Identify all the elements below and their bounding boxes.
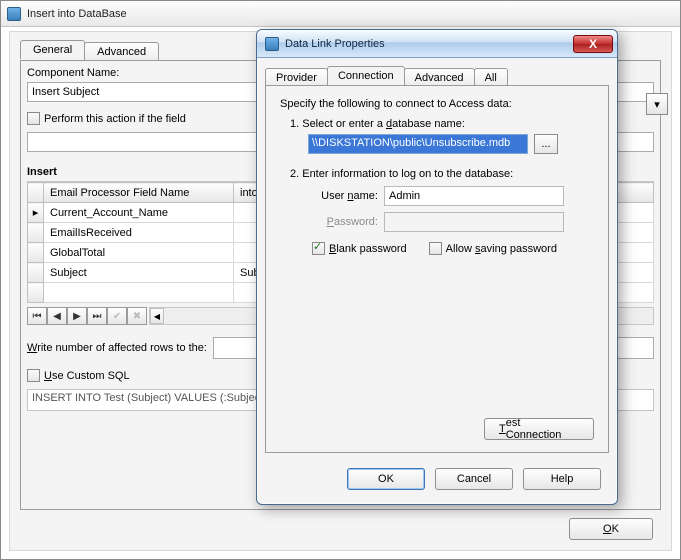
nav-first-button[interactable]: ⏮ bbox=[27, 307, 47, 325]
dialog-help-button[interactable]: Help bbox=[523, 468, 601, 490]
step1-label: 1. Select or enter a database name: bbox=[290, 118, 594, 130]
nav-cancel-button[interactable]: ✖ bbox=[127, 307, 147, 325]
blank-password-checkbox[interactable]: Blank password bbox=[312, 242, 407, 255]
window-titlebar[interactable]: Insert into DataBase bbox=[1, 1, 680, 27]
dialog-client: Provider Connection Advanced All Specify… bbox=[265, 66, 609, 496]
use-custom-sql-checkbox[interactable]: Use Custom SQL bbox=[27, 369, 130, 382]
dialog-tabs: Provider Connection Advanced All bbox=[265, 66, 609, 85]
username-input[interactable] bbox=[384, 186, 564, 206]
window-title: Insert into DataBase bbox=[27, 8, 127, 20]
grid-col-field[interactable]: Email Processor Field Name bbox=[44, 183, 234, 203]
dialog-cancel-button[interactable]: Cancel bbox=[435, 468, 513, 490]
instruction-text: Specify the following to connect to Acce… bbox=[280, 98, 594, 110]
dialog-button-row: OK Cancel Help bbox=[273, 460, 601, 490]
dialog-icon bbox=[265, 37, 279, 51]
blank-password-label: Blank password bbox=[329, 243, 407, 255]
main-tabs: General Advanced bbox=[20, 40, 158, 59]
write-rows-label: Write number of affected rows to the: bbox=[27, 342, 207, 354]
test-connection-button[interactable]: Test Connection bbox=[484, 418, 594, 440]
close-button[interactable]: X bbox=[573, 35, 613, 53]
allow-saving-password-label: Allow saving password bbox=[446, 243, 557, 255]
password-input bbox=[384, 212, 564, 232]
ok-button[interactable]: OK bbox=[569, 518, 653, 540]
allow-saving-password-checkbox[interactable]: Allow saving password bbox=[429, 242, 557, 255]
use-custom-sql-label: Use Custom SQL bbox=[44, 370, 130, 382]
dialog-title: Data Link Properties bbox=[285, 38, 385, 50]
perform-action-label: Perform this action if the field bbox=[44, 113, 186, 125]
browse-button[interactable]: ... bbox=[534, 134, 558, 154]
toolbar-dropdown-icon[interactable]: ▾ bbox=[646, 93, 668, 115]
nav-next-button[interactable]: ▶ bbox=[67, 307, 87, 325]
tab-connection[interactable]: Connection bbox=[327, 66, 405, 85]
connection-tab-page: Specify the following to connect to Acce… bbox=[265, 85, 609, 453]
username-label: User name: bbox=[308, 190, 378, 202]
dialog-ok-button[interactable]: OK bbox=[347, 468, 425, 490]
nav-post-button[interactable]: ✔ bbox=[107, 307, 127, 325]
tab-advanced[interactable]: Advanced bbox=[84, 42, 159, 61]
database-name-input[interactable]: \\DISKSTATION\public\Unsubscribe.mdb bbox=[308, 134, 528, 154]
nav-last-button[interactable]: ⏭ bbox=[87, 307, 107, 325]
tab-general[interactable]: General bbox=[20, 40, 85, 59]
data-link-properties-dialog: Data Link Properties X Provider Connecti… bbox=[256, 29, 618, 505]
step2-label: 2. Enter information to log on to the da… bbox=[290, 168, 594, 180]
app-icon bbox=[7, 7, 21, 21]
row-indicator-icon: ▸ bbox=[28, 203, 44, 223]
perform-action-checkbox[interactable]: Perform this action if the field bbox=[27, 112, 186, 125]
nav-prev-button[interactable]: ◀ bbox=[47, 307, 67, 325]
password-label: Password: bbox=[308, 216, 378, 228]
dialog-titlebar[interactable]: Data Link Properties X bbox=[257, 30, 617, 58]
